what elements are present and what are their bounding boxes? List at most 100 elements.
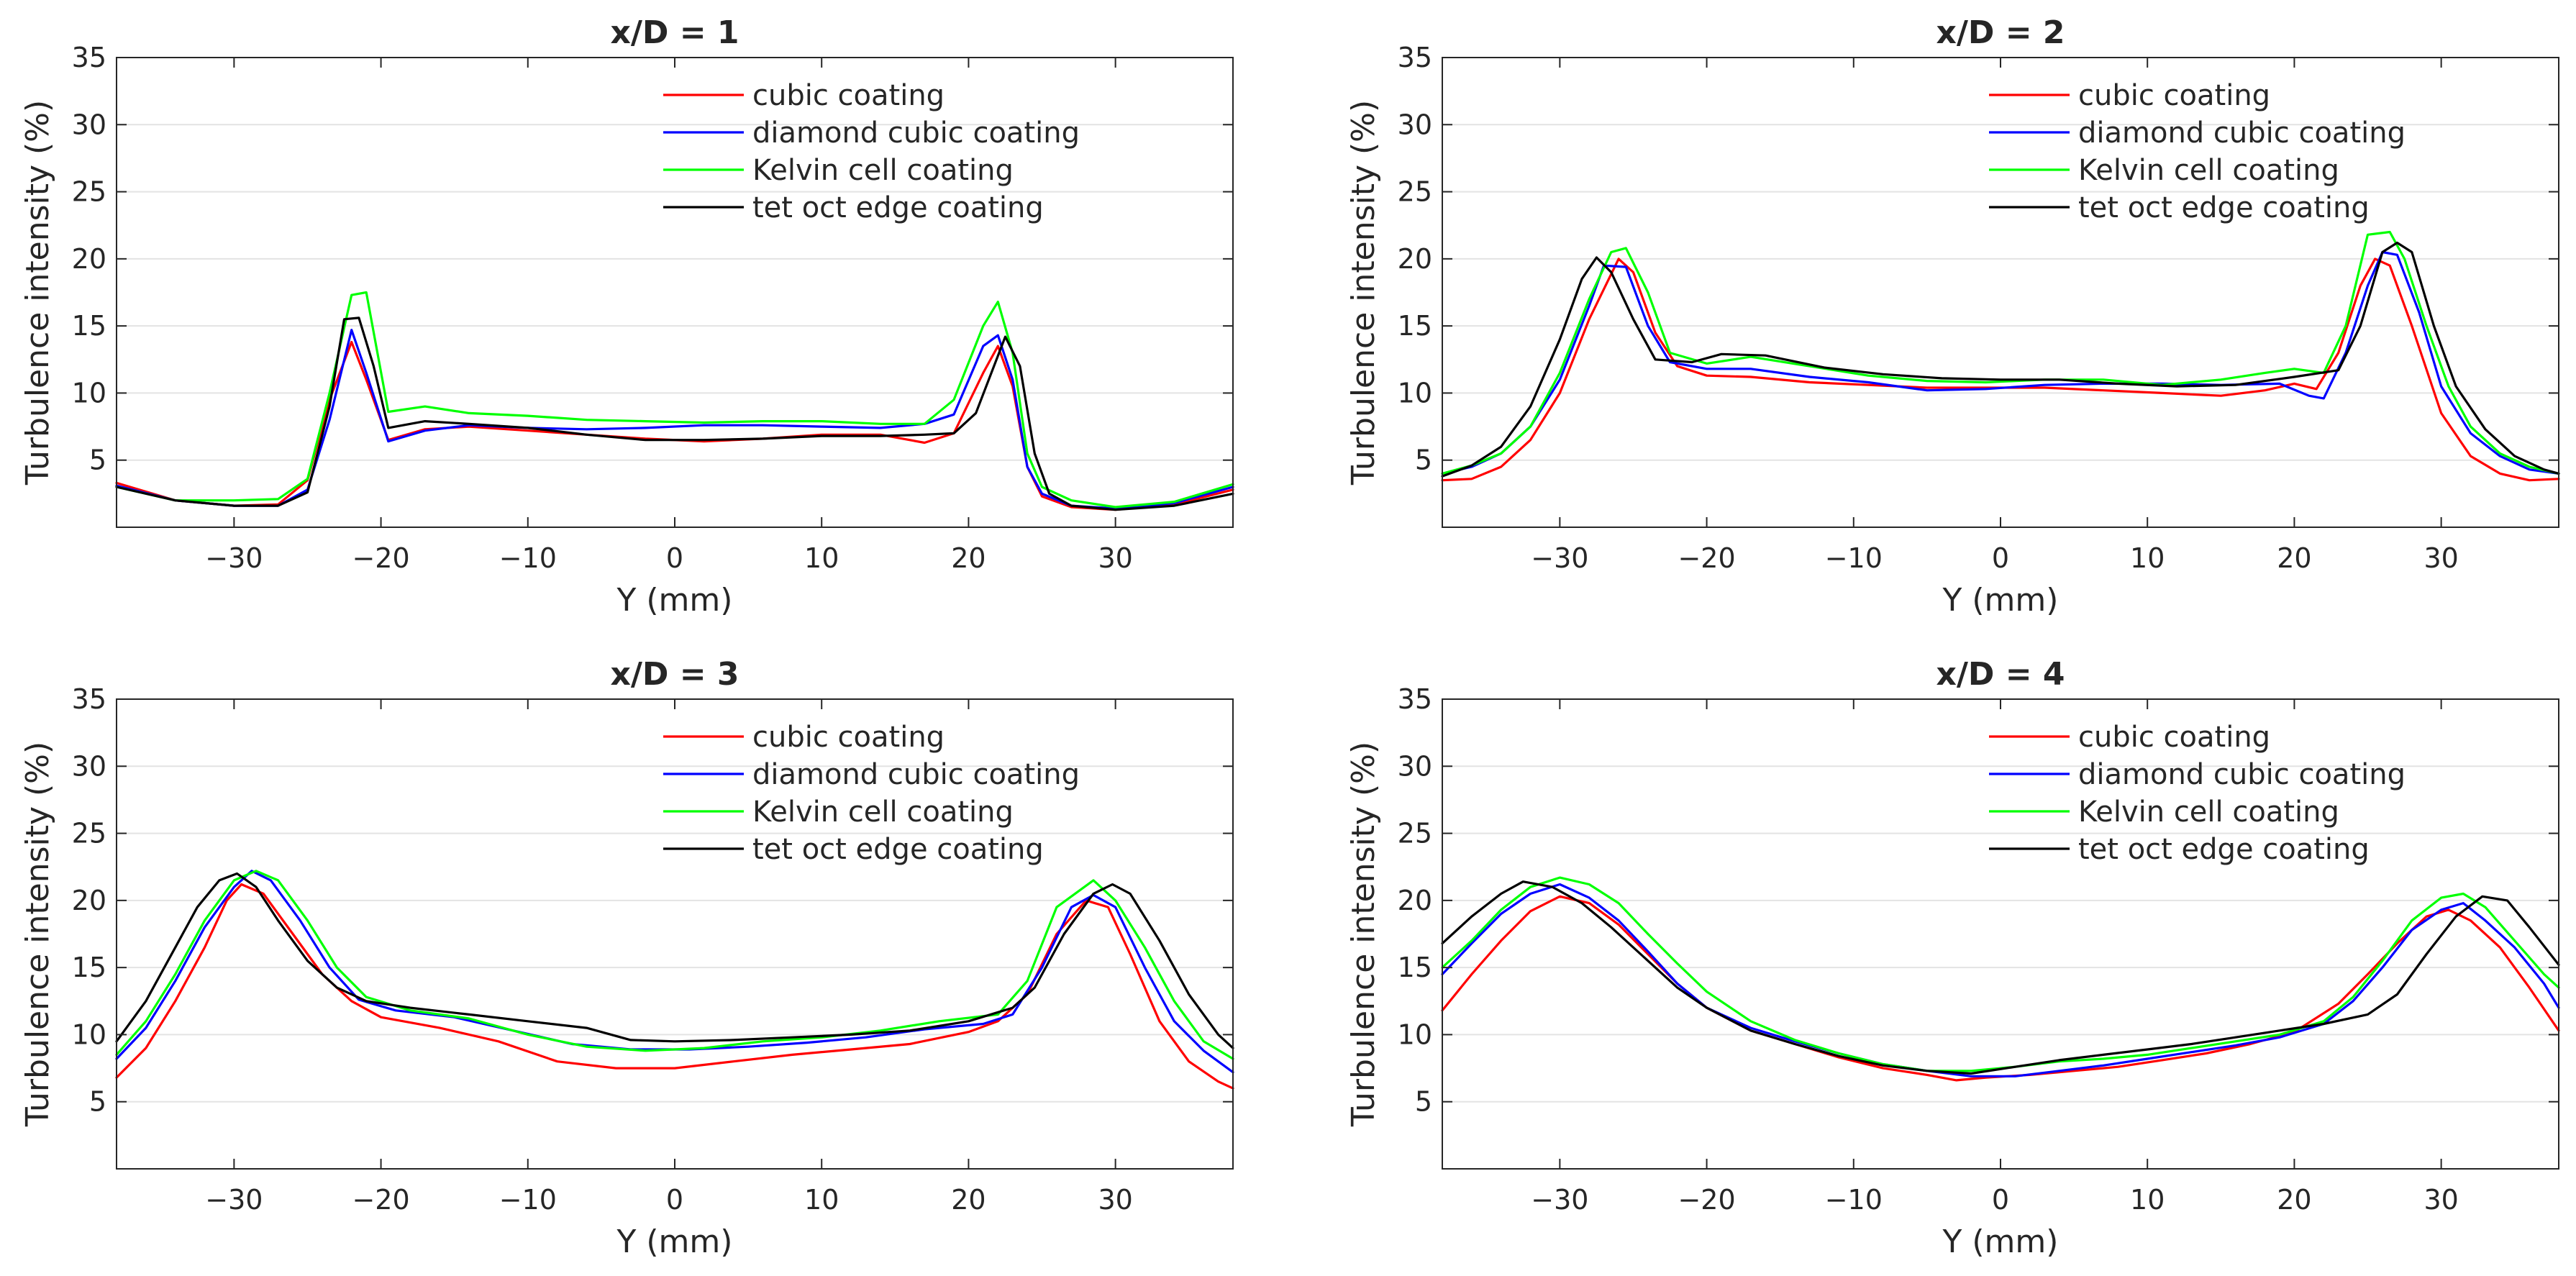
y-tick-label: 30 xyxy=(1398,750,1432,782)
legend: cubic coating diamond cubic coating Kelvin… xyxy=(663,79,1080,224)
y-tick-label: 5 xyxy=(1415,445,1432,476)
x-tick-label: 30 xyxy=(1098,1184,1132,1216)
chart-title: x/D = 1 xyxy=(610,14,739,51)
y-tick-label: 35 xyxy=(1398,683,1432,715)
x-tick-label: −10 xyxy=(499,542,557,574)
chart-title: x/D = 2 xyxy=(1936,14,2065,51)
series-line-3 xyxy=(115,870,1234,1060)
y-tick-label: 10 xyxy=(72,1018,106,1050)
x-tick-label: −20 xyxy=(1678,542,1735,574)
legend-label: cubic coating xyxy=(2078,721,2270,754)
series-line-1 xyxy=(115,883,1234,1090)
series-line-4 xyxy=(1441,241,2560,478)
x-tick-label: 0 xyxy=(1992,1184,2009,1216)
legend-label: Kelvin cell coating xyxy=(752,154,1014,187)
legend-label: tet oct edge coating xyxy=(2078,191,2370,224)
y-tick-label: 25 xyxy=(72,818,106,849)
x-tick-label: 10 xyxy=(2130,542,2165,574)
legend-label: cubic coating xyxy=(752,721,945,754)
y-tick-label: 25 xyxy=(1398,818,1432,849)
y-tick-label: 25 xyxy=(1398,176,1432,208)
y-tick-label: 20 xyxy=(72,885,106,916)
x-axis-label: Y (mm) xyxy=(616,582,733,619)
y-tick-label: 30 xyxy=(1398,109,1432,140)
series-line-2 xyxy=(115,329,1234,510)
legend-label: diamond cubic coating xyxy=(2078,758,2406,791)
legend-label: Kelvin cell coating xyxy=(2078,796,2339,829)
legend-label: tet oct edge coating xyxy=(752,191,1044,224)
x-axis-label: Y (mm) xyxy=(616,1223,733,1260)
x-tick-label: 0 xyxy=(666,1184,683,1216)
y-tick-label: 5 xyxy=(89,445,106,476)
series-line-2 xyxy=(1441,250,2560,475)
x-axis-label: Y (mm) xyxy=(1942,1223,2059,1260)
x-tick-label: −30 xyxy=(1531,1184,1588,1216)
y-tick-label: 30 xyxy=(72,750,106,782)
chart-panel-4: 5 10 15 20 25 30 35 −30 −20 −10 0 10 20 30 x/D = 4 Y (m… xyxy=(1345,656,2560,1260)
chart-title: x/D = 3 xyxy=(610,656,739,693)
x-tick-label: 30 xyxy=(2423,1184,2458,1216)
y-tick-label: 5 xyxy=(1415,1086,1432,1118)
y-axis-label: Turbulence intensity (%) xyxy=(1345,742,1382,1127)
legend-label: tet oct edge coating xyxy=(2078,833,2370,866)
legend-label: diamond cubic coating xyxy=(752,117,1080,150)
x-tick-label: −20 xyxy=(352,542,409,574)
legend-label: cubic coating xyxy=(2078,79,2270,112)
x-tick-label: −30 xyxy=(205,1184,263,1216)
x-tick-label: 20 xyxy=(951,1184,986,1216)
legend: cubic coating diamond cubic coating Kelvin… xyxy=(1989,79,2406,224)
legend-label: cubic coating xyxy=(752,79,945,112)
y-tick-label: 35 xyxy=(72,683,106,715)
y-tick-label: 10 xyxy=(72,377,106,409)
x-tick-label: −20 xyxy=(352,1184,409,1216)
chart-panel-3: 5 10 15 20 25 30 35 −30 −20 −10 0 10 20 30 x/D = 3 Y (m… xyxy=(19,656,1234,1260)
x-tick-label: 10 xyxy=(2130,1184,2165,1216)
x-tick-label: 30 xyxy=(2423,542,2458,574)
chart-title: x/D = 4 xyxy=(1936,656,2065,693)
chart-panel-2: 5 10 15 20 25 30 35 −30 −20 −10 0 10 20 30 x/D = 2 Y (m… xyxy=(1345,14,2560,619)
y-axis-label: Turbulence intensity (%) xyxy=(1345,100,1382,486)
y-tick-label: 25 xyxy=(72,176,106,208)
x-tick-label: −10 xyxy=(1825,1184,1883,1216)
y-tick-label: 35 xyxy=(72,42,106,73)
y-tick-label: 20 xyxy=(1398,885,1432,916)
series-line-4 xyxy=(115,872,1234,1049)
x-tick-label: 20 xyxy=(2277,1184,2311,1216)
legend: cubic coating diamond cubic coating Kelvin… xyxy=(663,721,1080,866)
x-tick-label: 20 xyxy=(2277,542,2311,574)
y-tick-label: 15 xyxy=(1398,310,1432,342)
legend-label: tet oct edge coating xyxy=(752,833,1044,866)
y-tick-label: 15 xyxy=(72,952,106,983)
y-tick-label: 15 xyxy=(72,310,106,342)
y-tick-label: 15 xyxy=(1398,952,1432,983)
y-tick-label: 35 xyxy=(1398,42,1432,73)
x-tick-label: 30 xyxy=(1098,542,1132,574)
x-tick-label: 20 xyxy=(951,542,986,574)
x-tick-label: 10 xyxy=(804,1184,839,1216)
x-tick-label: 10 xyxy=(804,542,839,574)
series-line-2 xyxy=(1441,883,2560,1077)
series-line-4 xyxy=(1441,880,2560,1075)
x-tick-label: −20 xyxy=(1678,1184,1735,1216)
x-tick-label: −30 xyxy=(205,542,263,574)
chart-panel-1: 5 10 15 20 25 30 35 −30 −20 −10 0 10 20 30 x/D = 1 Y (m… xyxy=(19,14,1234,619)
y-axis-label: Turbulence intensity (%) xyxy=(19,100,56,486)
x-axis-label: Y (mm) xyxy=(1942,582,2059,619)
y-tick-label: 10 xyxy=(1398,377,1432,409)
legend-label: Kelvin cell coating xyxy=(752,796,1014,829)
x-tick-label: −10 xyxy=(1825,542,1883,574)
legend-label: diamond cubic coating xyxy=(2078,117,2406,150)
legend-label: diamond cubic coating xyxy=(752,758,1080,791)
y-axis-label: Turbulence intensity (%) xyxy=(19,742,56,1127)
series-line-3 xyxy=(115,291,1234,509)
y-tick-label: 5 xyxy=(89,1086,106,1118)
series-line-1 xyxy=(1441,258,2560,482)
x-tick-label: −10 xyxy=(499,1184,557,1216)
x-tick-label: 0 xyxy=(666,542,683,574)
plot-area xyxy=(117,58,1233,527)
x-tick-label: −30 xyxy=(1531,542,1588,574)
y-tick-label: 20 xyxy=(1398,243,1432,275)
y-tick-label: 20 xyxy=(72,243,106,275)
legend: cubic coating diamond cubic coating Kelvin… xyxy=(1989,721,2406,866)
